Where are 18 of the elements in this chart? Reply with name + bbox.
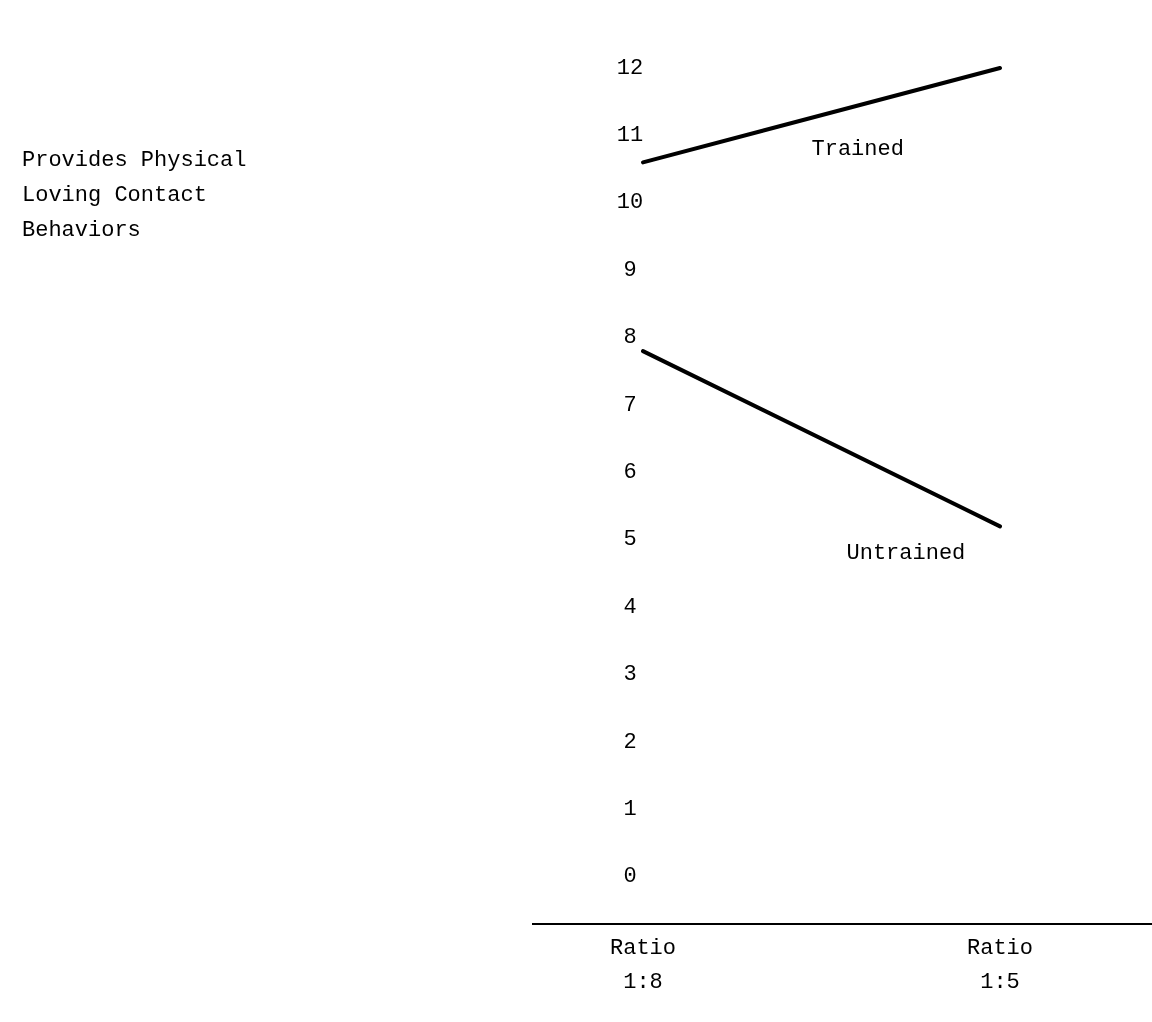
y-tick-label: 2: [623, 729, 637, 755]
text: Provides Physical Loving Contact Behaviors: [22, 148, 247, 243]
y-tick-label: 4: [623, 594, 637, 620]
y-tick-label: 8: [623, 325, 637, 351]
y-tick-label: 5: [623, 527, 637, 553]
y-tick-label: 12: [616, 55, 644, 81]
y-tick-label: 0: [623, 864, 637, 890]
y-tick-label: 11: [616, 122, 644, 148]
y-tick-label: 6: [623, 459, 637, 485]
y-tick-label: 1: [623, 796, 637, 822]
x-tick-label: Ratio 1:8: [609, 936, 677, 995]
y-tick-label: 10: [616, 190, 644, 216]
y-tick-label: 9: [623, 257, 637, 283]
y-tick-label: 3: [623, 662, 637, 688]
series-label: Untrained: [846, 540, 966, 566]
y-tick-label: 7: [623, 392, 637, 418]
series-label: Trained: [811, 137, 904, 163]
x-tick-label: Ratio 1:5: [966, 936, 1034, 995]
